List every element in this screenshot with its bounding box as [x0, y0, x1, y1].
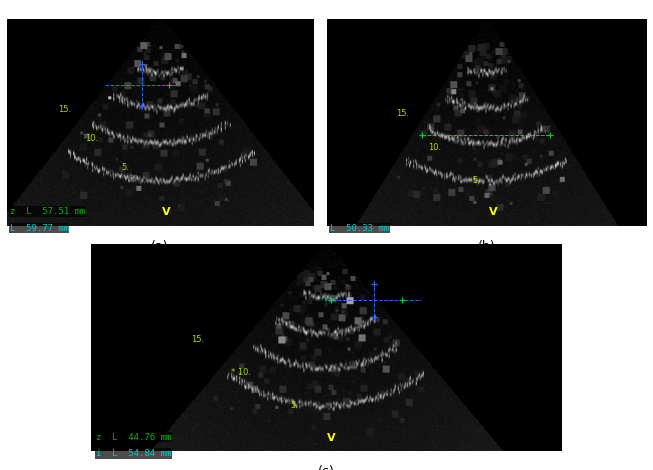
- Text: 15.: 15.: [396, 110, 409, 118]
- Text: i  L  54.84 mm: i L 54.84 mm: [96, 449, 171, 458]
- Text: L  59.77 mm: L 59.77 mm: [10, 224, 69, 233]
- Text: L  50.33 mm: L 50.33 mm: [330, 224, 389, 233]
- Text: V: V: [162, 207, 170, 217]
- Text: 5.: 5.: [121, 163, 129, 172]
- Text: 10.: 10.: [86, 134, 99, 143]
- Text: 10.: 10.: [428, 142, 441, 151]
- Text: z  L  44.76 mm: z L 44.76 mm: [96, 432, 171, 442]
- Text: z  L  57.51 mm: z L 57.51 mm: [10, 207, 85, 216]
- Text: 5.: 5.: [472, 176, 480, 185]
- Text: (b): (b): [478, 240, 495, 253]
- Text: * 10.: * 10.: [231, 368, 251, 377]
- Text: 5.: 5.: [291, 401, 298, 410]
- Text: (a): (a): [151, 240, 168, 253]
- Text: V: V: [327, 433, 336, 443]
- Text: V: V: [488, 207, 497, 217]
- Text: (c): (c): [318, 465, 335, 470]
- Text: 15.: 15.: [191, 335, 204, 344]
- Text: 15.: 15.: [58, 105, 71, 114]
